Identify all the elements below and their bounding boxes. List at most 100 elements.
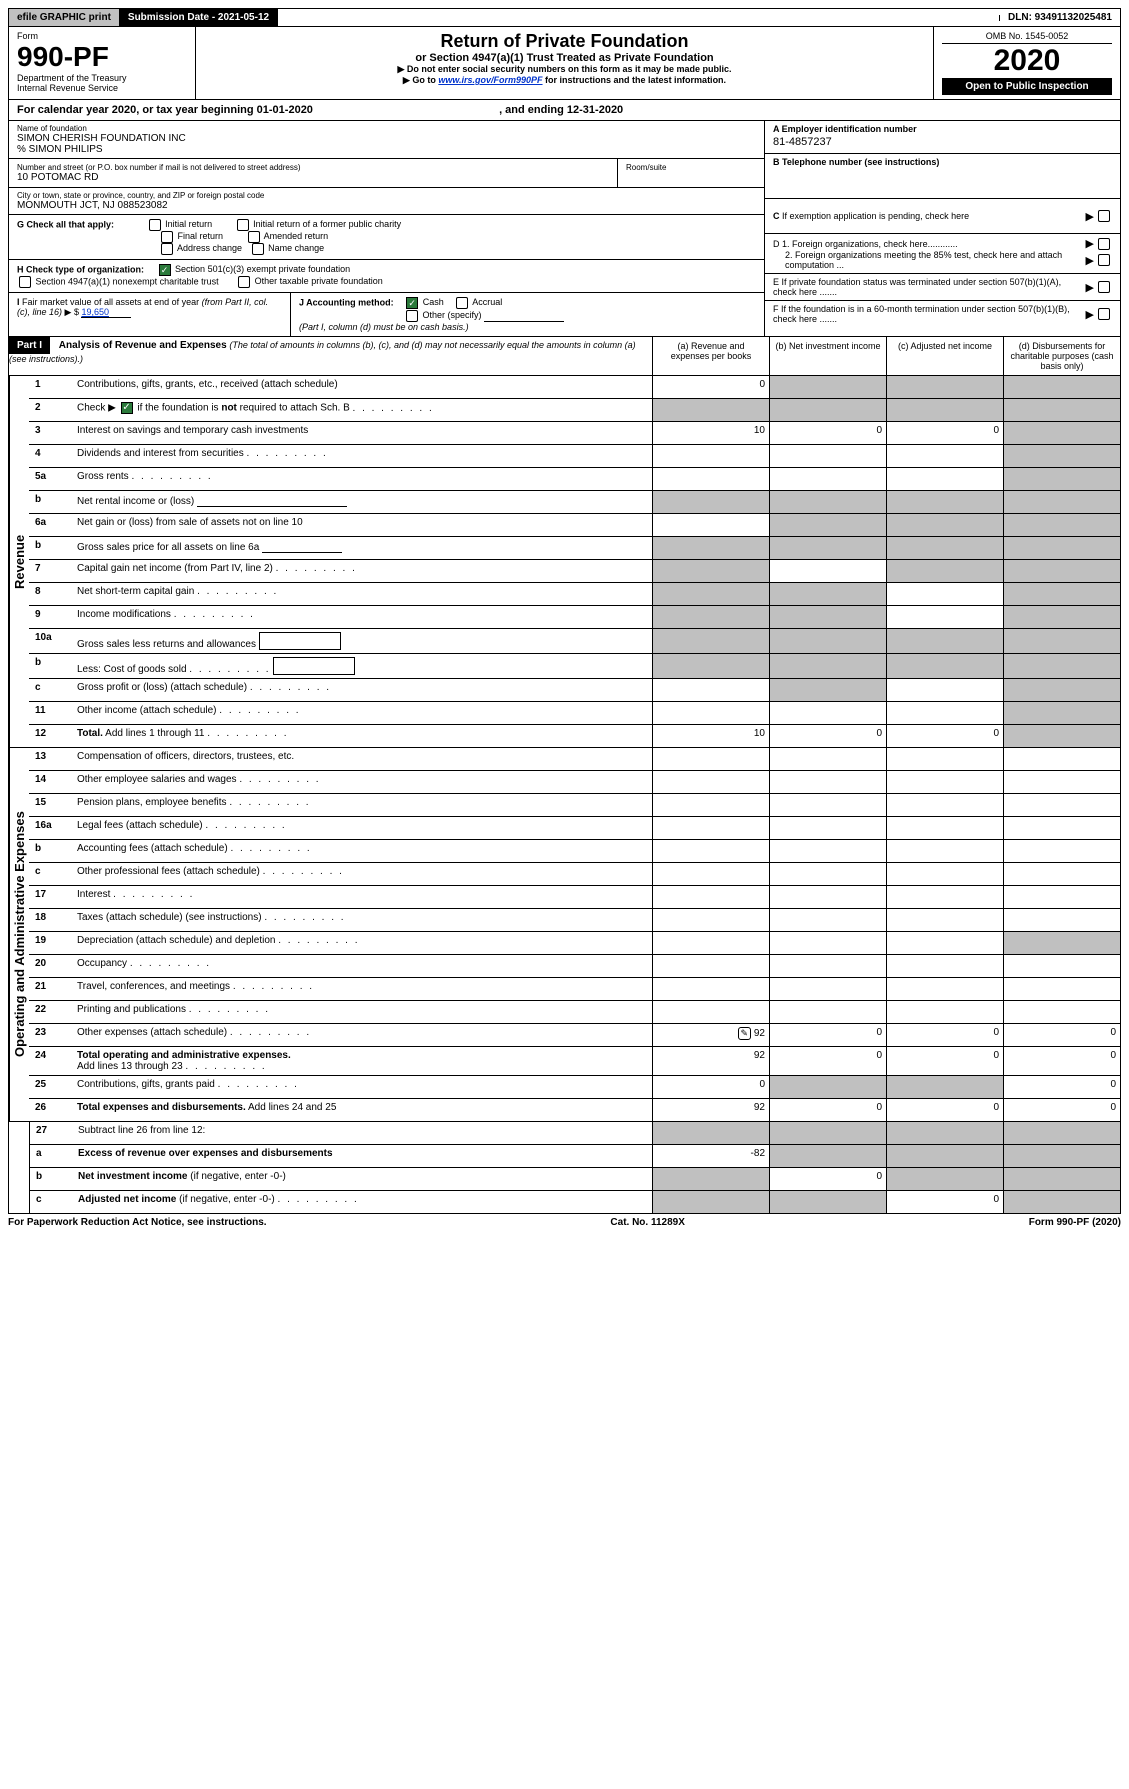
accrual-checkbox[interactable]	[456, 297, 468, 309]
form-header: Form 990-PF Department of the Treasury I…	[8, 27, 1121, 100]
line-21: 21Travel, conferences, and meetings	[29, 978, 1120, 1001]
line-15: 15Pension plans, employee benefits	[29, 794, 1120, 817]
open-inspection: Open to Public Inspection	[942, 78, 1112, 95]
address-change-checkbox[interactable]	[161, 243, 173, 255]
line-2: 2Check ▶ ✓ if the foundation is not requ…	[29, 399, 1120, 422]
line-1: 1Contributions, gifts, grants, etc., rec…	[29, 376, 1120, 399]
g-section: G Check all that apply: Initial return I…	[9, 215, 764, 260]
501c3-checkbox[interactable]: ✓	[159, 264, 171, 276]
line-11: 11Other income (attach schedule)	[29, 702, 1120, 725]
revenue-section: Revenue 1Contributions, gifts, grants, e…	[8, 376, 1121, 748]
info-left: Name of foundation SIMON CHERISH FOUNDAT…	[9, 121, 764, 336]
initial-return-checkbox[interactable]	[149, 219, 161, 231]
i-label: I Fair market value of all assets at end…	[17, 297, 268, 317]
line-9: 9Income modifications	[29, 606, 1120, 629]
irs-link[interactable]: www.irs.gov/Form990PF	[438, 75, 542, 85]
4947-checkbox[interactable]	[19, 276, 31, 288]
line-10b: bLess: Cost of goods sold	[29, 654, 1120, 679]
street-address: 10 POTOMAC RD	[17, 172, 609, 183]
line-18: 18Taxes (attach schedule) (see instructi…	[29, 909, 1120, 932]
dept-label: Department of the Treasury	[17, 73, 187, 83]
line-14: 14Other employee salaries and wages	[29, 771, 1120, 794]
schb-checkbox[interactable]: ✓	[121, 402, 133, 414]
city-state-zip: MONMOUTH JCT, NJ 088523082	[17, 200, 756, 211]
note-2: ▶ Go to www.irs.gov/Form990PF for instru…	[204, 75, 925, 86]
line-26: 26Total expenses and disbursements. Add …	[29, 1099, 1120, 1121]
line-25: 25Contributions, gifts, grants paid 00	[29, 1076, 1120, 1099]
foundation-name-box: Name of foundation SIMON CHERISH FOUNDAT…	[9, 121, 764, 159]
form-title: Return of Private Foundation	[204, 31, 925, 52]
line-24: 24Total operating and administrative exp…	[29, 1047, 1120, 1076]
initial-former-checkbox[interactable]	[237, 219, 249, 231]
c-checkbox[interactable]	[1098, 210, 1110, 222]
line-3: 3Interest on savings and temporary cash …	[29, 422, 1120, 445]
care-of: % SIMON PHILIPS	[17, 144, 756, 155]
note-1: ▶ Do not enter social security numbers o…	[204, 64, 925, 75]
amended-checkbox[interactable]	[248, 231, 260, 243]
col-d-header: (d) Disbursements for charitable purpose…	[1003, 337, 1120, 375]
spacer	[278, 15, 1000, 21]
form-subtitle: or Section 4947(a)(1) Trust Treated as P…	[204, 52, 925, 64]
header-left: Form 990-PF Department of the Treasury I…	[9, 27, 196, 99]
d1-checkbox[interactable]	[1098, 238, 1110, 250]
line-22: 22Printing and publications	[29, 1001, 1120, 1024]
foundation-name: SIMON CHERISH FOUNDATION INC	[17, 133, 756, 144]
c-box: C If exemption application is pending, c…	[765, 199, 1120, 234]
phone-box: B Telephone number (see instructions)	[765, 154, 1120, 199]
dln-label: DLN: 93491132025481	[1000, 9, 1120, 26]
form-word: Form	[17, 31, 187, 41]
info-grid: Name of foundation SIMON CHERISH FOUNDAT…	[8, 121, 1121, 337]
ein-box: A Employer identification number 81-4857…	[765, 121, 1120, 154]
ein-value: 81-4857237	[773, 134, 1112, 150]
attachment-icon[interactable]: ✎	[738, 1027, 752, 1040]
calendar-row: For calendar year 2020, or tax year begi…	[8, 100, 1121, 121]
col-b-header: (b) Net investment income	[769, 337, 886, 375]
line-27c: cAdjusted net income (if negative, enter…	[30, 1191, 1120, 1213]
line-6b: bGross sales price for all assets on lin…	[29, 537, 1120, 560]
line-16a: 16aLegal fees (attach schedule)	[29, 817, 1120, 840]
part1-tag: Part I	[9, 337, 50, 354]
other-method-checkbox[interactable]	[406, 310, 418, 322]
info-right: A Employer identification number 81-4857…	[764, 121, 1120, 336]
footer-right: Form 990-PF (2020)	[1029, 1217, 1121, 1228]
f-box: F If the foundation is in a 60-month ter…	[765, 301, 1120, 327]
f-checkbox[interactable]	[1098, 308, 1110, 320]
other-taxable-checkbox[interactable]	[238, 276, 250, 288]
h-section: H Check type of organization: ✓ Section …	[9, 260, 764, 293]
line-27b: bNet investment income (if negative, ent…	[30, 1168, 1120, 1191]
irs-label: Internal Revenue Service	[17, 83, 187, 93]
line-4: 4Dividends and interest from securities	[29, 445, 1120, 468]
col-c-header: (c) Adjusted net income	[886, 337, 1003, 375]
e-box: E If private foundation status was termi…	[765, 274, 1120, 301]
line-8: 8Net short-term capital gain	[29, 583, 1120, 606]
line-5b: bNet rental income or (loss)	[29, 491, 1120, 514]
line-10a: 10aGross sales less returns and allowanc…	[29, 629, 1120, 654]
line-7: 7Capital gain net income (from Part IV, …	[29, 560, 1120, 583]
efile-label: efile GRAPHIC print	[9, 9, 120, 26]
footer-left: For Paperwork Reduction Act Notice, see …	[8, 1217, 267, 1228]
line-27a: aExcess of revenue over expenses and dis…	[30, 1145, 1120, 1168]
col-a-header: (a) Revenue and expenses per books	[652, 337, 769, 375]
footer: For Paperwork Reduction Act Notice, see …	[8, 1214, 1121, 1231]
d2-checkbox[interactable]	[1098, 254, 1110, 266]
expenses-label: Operating and Administrative Expenses	[9, 748, 29, 1121]
footer-mid: Cat. No. 11289X	[610, 1217, 684, 1228]
cash-checkbox[interactable]: ✓	[406, 297, 418, 309]
line-17: 17Interest	[29, 886, 1120, 909]
header-center: Return of Private Foundation or Section …	[196, 27, 934, 99]
line-16b: bAccounting fees (attach schedule)	[29, 840, 1120, 863]
line27-section: 27Subtract line 26 from line 12: aExcess…	[8, 1122, 1121, 1214]
name-change-checkbox[interactable]	[252, 243, 264, 255]
submission-label: Submission Date - 2021-05-12	[120, 9, 278, 26]
line-23: 23Other expenses (attach schedule) ✎ 920…	[29, 1024, 1120, 1047]
final-return-checkbox[interactable]	[161, 231, 173, 243]
line-10c: cGross profit or (loss) (attach schedule…	[29, 679, 1120, 702]
line-20: 20Occupancy	[29, 955, 1120, 978]
top-bar: efile GRAPHIC print Submission Date - 20…	[8, 8, 1121, 27]
header-right: OMB No. 1545-0052 2020 Open to Public In…	[934, 27, 1120, 99]
form-number: 990-PF	[17, 41, 187, 73]
omb-number: OMB No. 1545-0052	[942, 31, 1112, 44]
e-checkbox[interactable]	[1098, 281, 1110, 293]
expenses-section: Operating and Administrative Expenses 13…	[8, 748, 1121, 1122]
line-12: 12Total. Add lines 1 through 11 1000	[29, 725, 1120, 747]
